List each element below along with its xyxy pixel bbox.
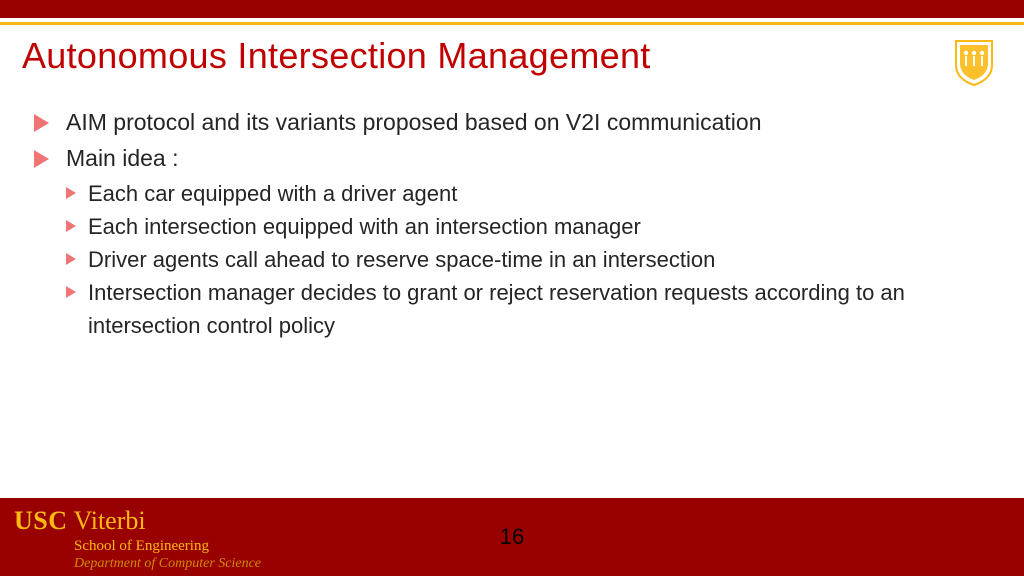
list-item: Main idea : Each car equipped with a dri…	[34, 141, 984, 342]
sub-list: Each car equipped with a driver agent Ea…	[66, 177, 984, 342]
footer-brand-usc: USC	[14, 506, 68, 535]
sub-list-item-text: Intersection manager decides to grant or…	[88, 280, 905, 338]
footer-brand-viterbi: Viterbi	[74, 506, 146, 535]
sub-list-item: Driver agents call ahead to reserve spac…	[66, 243, 984, 276]
page-title: Autonomous Intersection Management	[22, 35, 651, 77]
sub-list-item-text: Driver agents call ahead to reserve spac…	[88, 247, 715, 272]
bullet-icon	[66, 253, 76, 265]
list-item: AIM protocol and its variants proposed b…	[34, 105, 984, 139]
page-number: 16	[500, 524, 524, 550]
bullet-icon	[66, 187, 76, 199]
title-row: Autonomous Intersection Management	[0, 25, 1024, 87]
sub-list-item-text: Each car equipped with a driver agent	[88, 181, 457, 206]
footer: USCViterbi School of Engineering Departm…	[0, 498, 1024, 576]
bullet-icon	[66, 286, 76, 298]
slide: Autonomous Intersection Management AIM p…	[0, 0, 1024, 576]
list-item-text: Main idea :	[66, 145, 179, 171]
sub-list-item: Each intersection equipped with an inter…	[66, 210, 984, 243]
footer-branding: USCViterbi School of Engineering Departm…	[0, 502, 261, 571]
content-area: AIM protocol and its variants proposed b…	[0, 87, 1024, 498]
bullet-icon	[34, 114, 49, 132]
main-list: AIM protocol and its variants proposed b…	[34, 105, 984, 342]
top-band	[0, 0, 1024, 18]
bullet-icon	[34, 150, 49, 168]
usc-shield-icon	[952, 37, 996, 87]
footer-school: School of Engineering	[74, 538, 261, 555]
list-item-text: AIM protocol and its variants proposed b…	[66, 109, 762, 135]
bullet-icon	[66, 220, 76, 232]
sub-list-item: Each car equipped with a driver agent	[66, 177, 984, 210]
sub-list-item: Intersection manager decides to grant or…	[66, 276, 984, 342]
sub-list-item-text: Each intersection equipped with an inter…	[88, 214, 641, 239]
footer-department: Department of Computer Science	[74, 556, 261, 572]
